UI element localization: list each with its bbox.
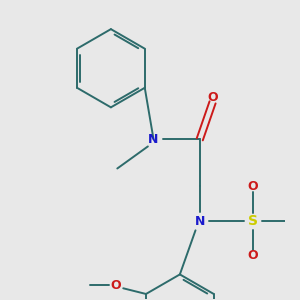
Text: O: O [207, 91, 218, 104]
Text: S: S [248, 214, 258, 228]
Text: O: O [248, 181, 258, 194]
Text: O: O [248, 249, 258, 262]
Text: N: N [148, 133, 159, 146]
Text: O: O [111, 279, 122, 292]
Text: N: N [195, 214, 205, 228]
